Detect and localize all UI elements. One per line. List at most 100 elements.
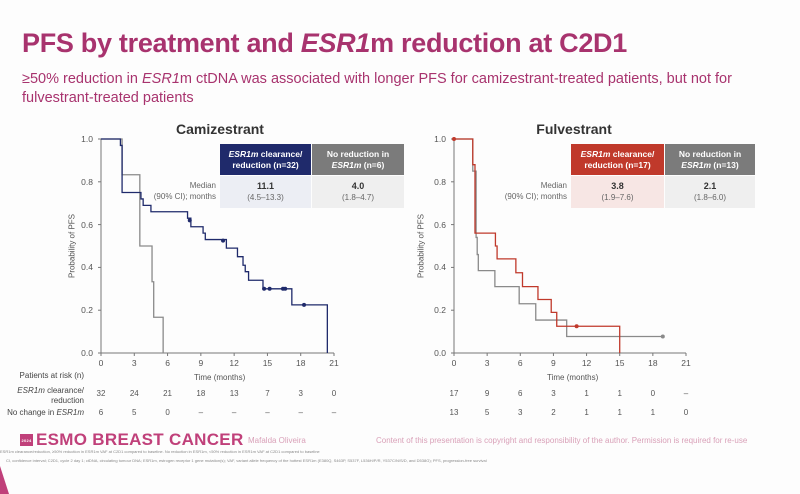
risk-count: 0 [331,389,337,398]
risk-count: 1 [617,408,622,417]
y-tick-label: 0.4 [434,262,446,273]
risk-count: 1 [584,408,589,417]
chart-title-fulvestrant: Fulvestrant [536,121,612,137]
censor-mark [262,286,267,291]
x-tick-label: 21 [329,358,339,368]
median-camizestrant-clearance: 11.1 (4.5–13.3) [220,176,311,208]
median-fulvestrant-no-reduction: 2.1 (1.8–6.0) [665,176,755,208]
y-tick-label: 0.8 [434,176,446,187]
risk-row-label-no-change: No change in ESR1m [0,408,84,418]
risk-count: 9 [484,389,490,398]
footnote-1: ESR1m clearance/reduction, ≥50% reductio… [0,449,320,454]
risk-count: – [231,408,237,417]
y-tick-label: 0.4 [81,262,93,273]
risk-count: 0 [683,408,689,417]
median-fulvestrant-clearance: 3.8 (1.9–7.6) [571,176,664,208]
km-curve [454,138,621,353]
x-axis-label: Time (months) [194,373,246,382]
risk-gene: ESR1m [17,386,45,395]
ci-value: (1.9–7.6) [601,193,634,202]
slide-title: PFS by treatment and ESR1m reduction at … [22,28,627,59]
risk-count: 6 [518,389,523,398]
median-ci-text: (90% CI); months [504,192,567,201]
risk-count: 5 [132,408,137,417]
censor-mark [283,286,288,291]
legend-camizestrant-clearance: ESR1m clearance/reduction (n=32) [220,144,311,175]
risk-text: clearance/ [44,386,84,395]
ci-value: (1.8–4.7) [341,193,375,202]
y-tick-label: 0.6 [81,219,93,230]
y-tick-label: 0.0 [434,348,446,358]
risk-count: – [198,408,204,417]
subtitle-gene: ESR1 [142,71,180,87]
risk-count: 21 [163,389,173,398]
title-text-end: m reduction at C2D1 [370,28,627,58]
ci-value: (1.8–6.0) [693,193,727,202]
x-tick-label: 15 [262,358,273,368]
title-text: PFS by treatment and [22,28,301,58]
presenter-name: Mafalda Oliveira [248,436,306,445]
legend-fulvestrant-no-reduction: No reduction in ESR1m (n=13) [665,144,755,175]
footnote-2: CI, confidence interval; C2D1, cycle 2 d… [6,458,487,463]
y-tick-label: 0.6 [434,219,446,230]
risk-count: 17 [449,389,459,398]
legend-camizestrant-no-reduction: No reduction in ESR1m (n=6) [312,144,404,175]
legend-text: reduction (n=17) [584,159,651,170]
legend-text: No reduction in [678,148,742,159]
risk-count: 32 [96,389,106,398]
y-tick-label: 1.0 [81,134,93,144]
legend-fulvestrant-clearance: ESR1m clearance/reduction (n=17) [571,144,664,175]
km-curve [101,138,164,353]
x-tick-label: 18 [295,358,306,368]
risk-count: 2 [551,408,556,417]
risk-count: 3 [298,389,303,398]
legend-gene: ESR1m [681,159,712,170]
censor-mark [452,137,456,141]
risk-count: – [298,408,303,417]
legend-text: (n=6) [361,159,385,170]
median-camizestrant-no-reduction: 4.0 (1.8–4.7) [312,176,404,208]
x-tick-label: 21 [681,358,691,368]
x-tick-label: 6 [517,358,523,368]
risk-count: – [265,408,270,417]
y-tick-label: 0.2 [81,305,93,316]
y-tick-label: 0.0 [81,348,93,358]
x-tick-label: 0 [98,358,104,368]
median-label: Median (90% CI); months [150,180,216,202]
legend-gene: ESR1m [580,148,611,159]
slide-subtitle: ≥50% reduction in ESR1m ctDNA was associ… [22,70,792,108]
legend-text: (n=13) [711,159,739,170]
legend-text: clearance/ [258,148,303,159]
x-tick-label: 18 [648,358,658,368]
legend-text: clearance/ [610,148,655,159]
risk-count: – [331,408,337,417]
legend-text: No reduction in [326,148,390,159]
subtitle-text-end: m ctDNA was associated with longer PFS f… [22,71,732,106]
decorative-slash [0,466,9,494]
subtitle-text: ≥50% reduction in [22,71,143,87]
risk-table-title: Patients at risk (n) [19,371,84,380]
median-value: 11.1 [256,181,275,191]
x-tick-label: 9 [551,358,556,368]
risk-count: 18 [196,389,206,398]
risk-count: 1 [617,389,622,398]
x-tick-label: 15 [614,358,625,368]
median-value: 4.0 [351,181,365,191]
copyright-notice: Content of this presentation is copyrigh… [376,436,748,445]
risk-count: 6 [98,408,104,417]
censor-mark [267,286,272,291]
y-tick-label: 0.2 [434,305,446,316]
risk-count: 5 [484,408,490,417]
risk-count: 3 [518,408,523,417]
risk-count: 0 [650,389,656,398]
x-tick-label: 3 [484,358,490,368]
median-value: 3.8 [611,181,624,191]
legend-gene: ESR1m [228,148,259,159]
censor-mark [221,238,226,243]
legend-gene: ESR1m [331,159,362,170]
censor-mark [660,334,665,339]
logo-badge: 2024 [20,434,33,446]
y-axis-label: Probability of PFS [416,213,426,279]
risk-text: No change in [7,408,57,417]
